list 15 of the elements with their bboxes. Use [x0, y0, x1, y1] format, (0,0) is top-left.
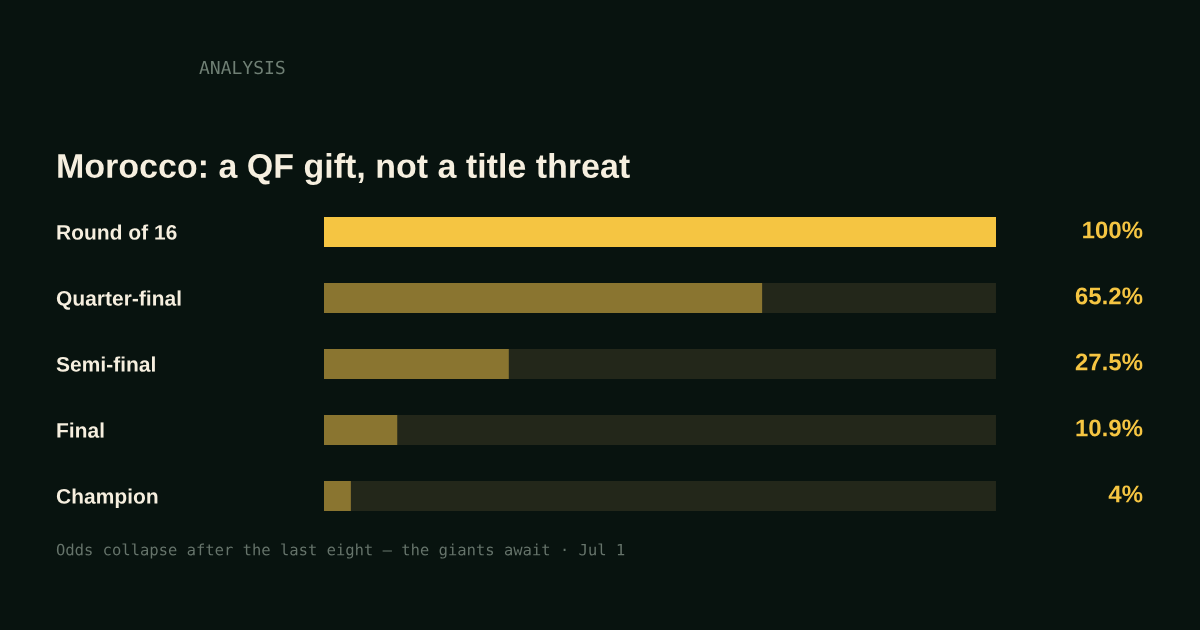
data-label: 100% — [1083, 221, 1143, 239]
y-tick-label: Round of 16 — [57, 224, 177, 240]
y-tick-label: Champion — [56, 488, 158, 508]
data-label: 10.9% — [1076, 419, 1143, 437]
text: ANALYSIS — [199, 60, 285, 75]
y-tick-label: Semi-final — [56, 356, 155, 372]
text: Odds collapse after the last eight — the giants await · Jul 1 — [56, 543, 625, 559]
data-label: 65.2% — [1075, 287, 1143, 305]
bar — [324, 415, 398, 445]
y-tick-label: Quarter-final — [56, 290, 181, 310]
bar — [324, 481, 351, 511]
y-tick-label: Final — [57, 422, 104, 438]
data-label: 4% — [1108, 485, 1143, 503]
chart-title: Morocco: a QF gift, not a title threat — [58, 153, 630, 185]
data-label: 27.5% — [1075, 353, 1143, 371]
